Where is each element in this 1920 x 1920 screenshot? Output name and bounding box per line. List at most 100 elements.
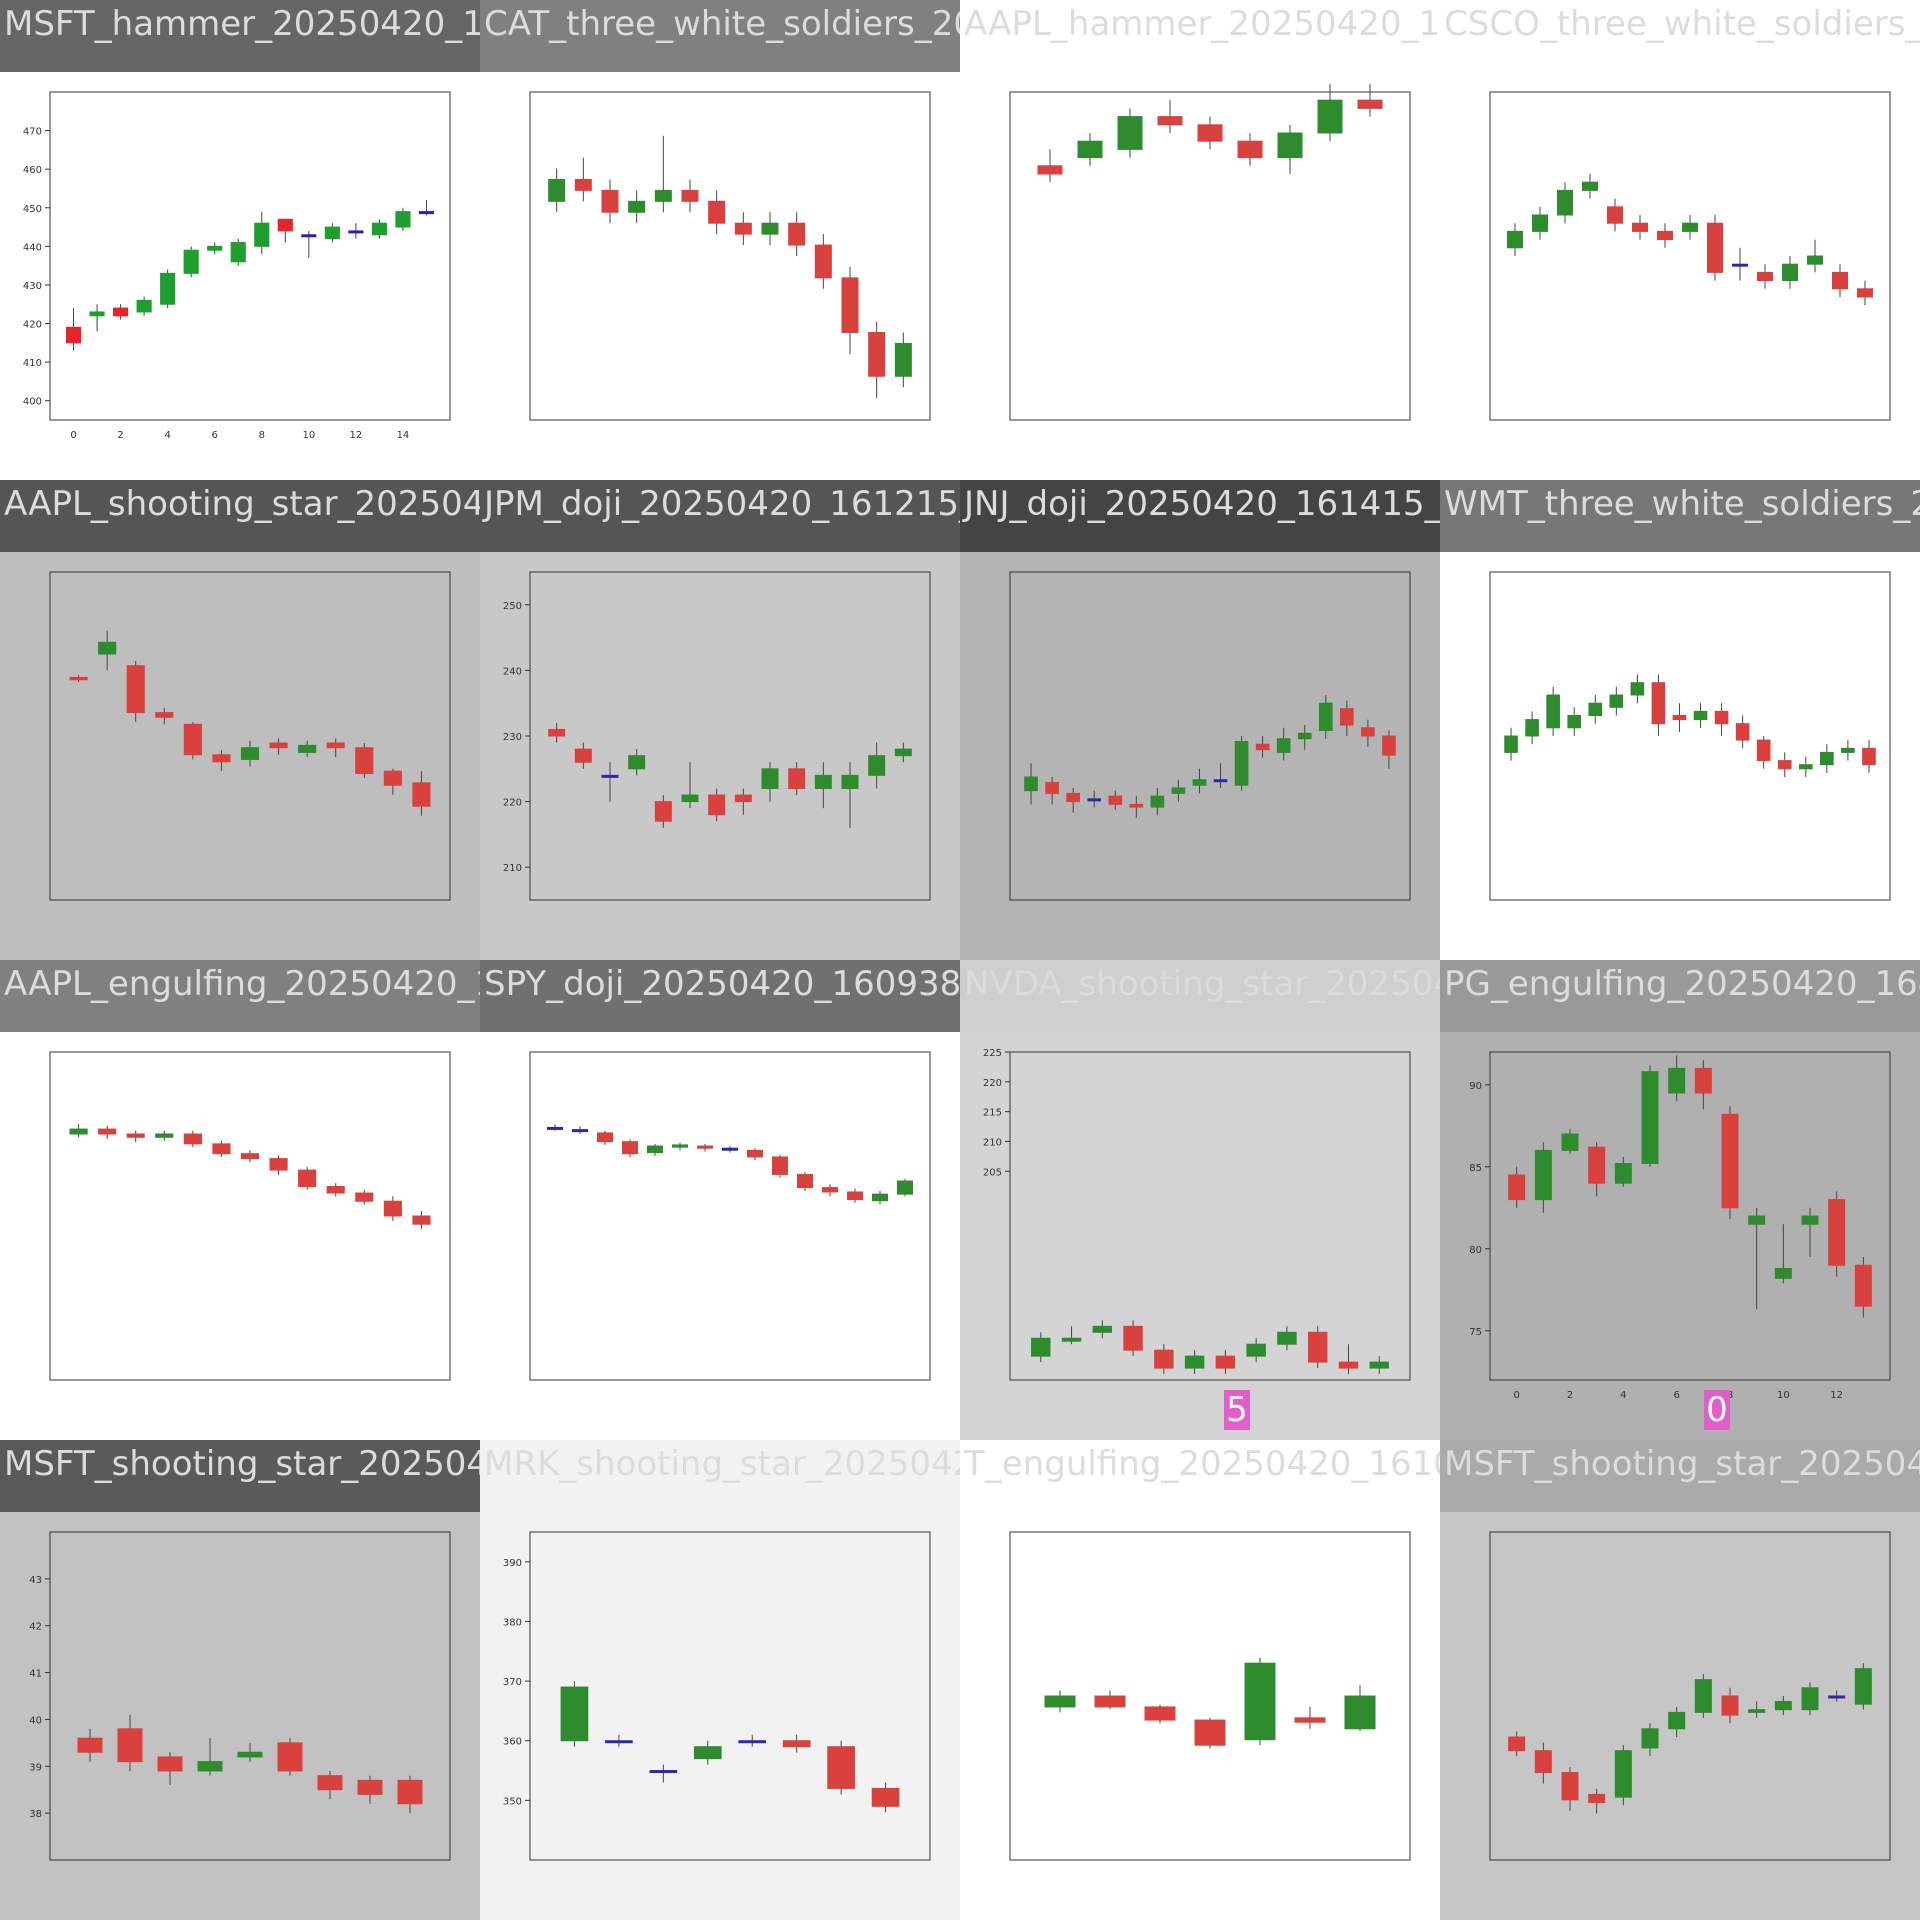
candle-body (734, 222, 752, 235)
candle-body (317, 1775, 343, 1791)
y-tick-label: 440 (23, 242, 42, 253)
candle-body (77, 1737, 103, 1753)
candle-body (1213, 779, 1228, 783)
candle-body (708, 794, 726, 816)
candle-body (1508, 1174, 1526, 1201)
chart-tile[interactable]: 210220230240250JPM_doji_20250420_161215_… (480, 480, 960, 960)
candle-body (827, 1746, 855, 1789)
chart-tile[interactable]: AAPL_shooting_star_20250420_161023_2508.… (0, 480, 480, 960)
candle-body (1801, 1687, 1819, 1711)
x-tick-label: 6 (1673, 1390, 1679, 1401)
candle-body (1197, 124, 1223, 142)
candle-body (1157, 116, 1183, 126)
candle-body (1277, 132, 1303, 159)
chart-tile[interactable]: 383940414243MSFT_shooting_star_20250420_… (0, 1440, 480, 1920)
candle-body (1774, 1267, 1792, 1279)
chart-tile[interactable]: 205210215220225NVDA_shooting_star_202504… (960, 960, 1440, 1440)
candle-body (1037, 165, 1063, 175)
candle-body (155, 712, 174, 718)
y-tick-label: 80 (1469, 1245, 1482, 1256)
candle-body (69, 676, 88, 681)
candle-body (1832, 271, 1848, 290)
candle-body (1721, 1113, 1739, 1209)
candle-body (65, 326, 82, 344)
candle-body (89, 311, 105, 317)
candle-body (1694, 1679, 1712, 1713)
candle-body (418, 211, 435, 215)
candle-body (871, 1787, 900, 1807)
y-tick-label: 230 (503, 732, 522, 743)
candle-body (69, 1128, 88, 1135)
y-tick-label: 430 (23, 281, 42, 292)
x-tick-label: 8 (1727, 1390, 1733, 1401)
caption-band (960, 0, 1440, 72)
candle-body (734, 794, 752, 803)
plot-frame (49, 1531, 451, 1861)
candle-body (371, 222, 387, 236)
candle-body (230, 241, 246, 263)
x-tick-label: 2 (1567, 1390, 1573, 1401)
y-tick-label: 360 (503, 1737, 522, 1748)
y-tick-label: 250 (503, 601, 522, 612)
candle-body (1340, 708, 1354, 726)
candle-body (1614, 1750, 1632, 1798)
candlestick-chart (1440, 0, 1920, 421)
candle-body (1614, 1163, 1632, 1184)
candle-body (1508, 1736, 1526, 1752)
plot-frame (529, 1531, 931, 1861)
chart-tile[interactable]: CAT_three_white_soldiers_20250420_161552… (480, 0, 960, 480)
x-tick-label: 2 (117, 430, 123, 441)
candle-body (1801, 1215, 1819, 1225)
plot-frame (1489, 1051, 1891, 1381)
candle-body (1066, 792, 1080, 803)
chart-tile[interactable]: CSCO_three_white_soldiers_20250420_16103… (1440, 0, 1920, 480)
chart-tile[interactable]: 400 410 420 430 440 450 460 470 0 2 4 6 8 10 12 14 MSFT_… (0, 0, 480, 480)
y-tick-label: 38 (29, 1809, 42, 1820)
caption-band (480, 1440, 960, 1512)
y-tick-label: 350 (503, 1796, 522, 1807)
x-tick-label: 12 (350, 430, 363, 441)
candle-body (597, 1132, 613, 1143)
candle-body (298, 744, 317, 753)
candlestick-chart (0, 960, 480, 1381)
y-tick-label: 470 (23, 127, 42, 138)
candle-body (897, 1180, 913, 1195)
candle-body (814, 774, 832, 789)
x-tick-label: 6 (212, 430, 218, 441)
candlestick-chart (480, 0, 960, 421)
candle-body (1382, 735, 1396, 756)
candlestick-chart (480, 960, 960, 1381)
chart-tile[interactable]: 75 80 85 90 0 2 4 6 8 10 12 PG_engulfing_20250420_1… (1440, 960, 1920, 1440)
candle-body (383, 770, 402, 786)
candle-body (1588, 702, 1603, 716)
caption-band (0, 1440, 480, 1512)
candle-body (240, 747, 260, 760)
caption-band (960, 1440, 1440, 1512)
candle-body (1694, 1067, 1712, 1094)
y-tick-label: 420 (23, 320, 42, 331)
candlestick-chart: 210 220 230 240 250 (480, 480, 960, 901)
x-tick-label: 4 (1620, 1390, 1626, 1401)
y-tick-label: 410 (23, 358, 42, 369)
chart-tile[interactable]: AAPL_engulfing_20250420_161025_3253.jpg (0, 960, 480, 1440)
chart-tile[interactable]: SPY_doji_20250420_160938.jpg (480, 960, 960, 1440)
candle-body (1297, 732, 1312, 740)
candle-body (1234, 740, 1249, 786)
chart-tile[interactable]: T_engulfing_20250420_16108.jpg (960, 1440, 1440, 1920)
candle-body (155, 1133, 174, 1138)
candlestick-chart: 38 39 40 41 42 43 (0, 1440, 480, 1861)
chart-tile[interactable]: AAPL_hammer_20250420_163020_9854.jpg (960, 0, 1440, 480)
candle-body (1641, 1728, 1659, 1749)
candle-body (601, 189, 619, 213)
plot-frame (1489, 1531, 1891, 1861)
chart-tile[interactable]: WMT_three_white_soldiers_20250420.jpg (1440, 480, 1920, 960)
chart-tile[interactable]: JNJ_doji_20250420_161415_5781.jpg (960, 480, 1440, 960)
chart-tile[interactable]: 350360370380390MRK_shooting_star_2025042… (480, 1440, 960, 1920)
candle-body (847, 1191, 863, 1201)
candle-body (1246, 1343, 1266, 1357)
x-tick-label: 10 (1777, 1390, 1790, 1401)
candle-body (894, 748, 912, 757)
chart-tile[interactable]: MSFT_shooting_star_20250420_161378.jpg (1440, 1440, 1920, 1920)
marker-badge: 5 (1224, 1390, 1250, 1430)
candle-body (1748, 1709, 1766, 1713)
